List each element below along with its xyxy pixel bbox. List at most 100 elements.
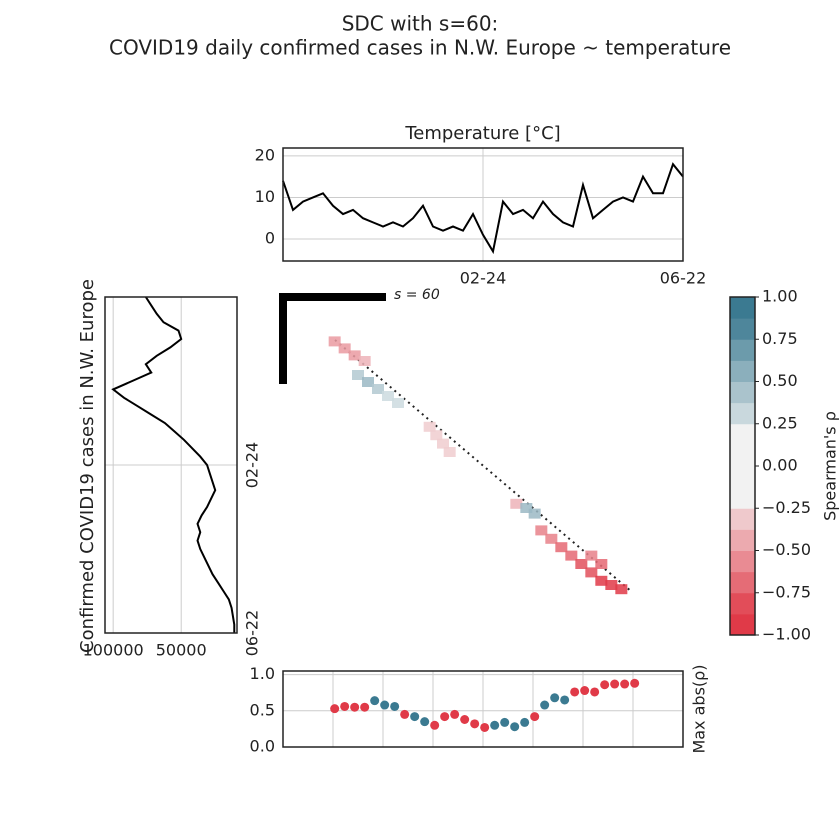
colorbar-segment — [730, 466, 755, 488]
axes-frame — [282, 670, 684, 748]
point — [550, 693, 560, 703]
point — [380, 700, 390, 710]
heatmap-cell — [615, 584, 628, 595]
heatmap-cell — [372, 384, 384, 394]
point — [500, 717, 510, 727]
y-tick-label: 02-24 — [243, 442, 262, 489]
colorbar-frame — [729, 296, 756, 636]
point — [340, 701, 350, 711]
heatmap-cell — [565, 550, 578, 561]
point — [390, 701, 400, 711]
point — [400, 709, 410, 719]
colorbar-segment — [730, 508, 755, 530]
point — [540, 700, 550, 710]
colorbar-tick-label: 0.00 — [762, 456, 798, 475]
x-tick-label: 02-24 — [460, 269, 507, 288]
y-axis-label: Confirmed COVID19 cases in N.W. Europe — [77, 279, 98, 653]
colorbar-segment — [730, 613, 755, 636]
heatmap-cell — [443, 447, 456, 457]
annotation: s = 60 — [394, 287, 440, 303]
axes-frame — [104, 296, 238, 634]
point — [410, 712, 420, 722]
point — [490, 720, 500, 730]
point — [580, 686, 590, 696]
colorbar-segment — [730, 529, 755, 551]
colorbar-tick-label: 0.50 — [762, 371, 798, 390]
colorbar-tick-label: −1.00 — [762, 625, 811, 644]
colorbar-segment — [730, 318, 755, 340]
colorbar-segment — [730, 360, 755, 382]
heatmap-cell — [555, 542, 568, 553]
heatmap-cell — [535, 525, 548, 536]
axes-frame — [282, 147, 684, 262]
heatmap-cell — [585, 567, 598, 578]
colorbar-label: Spearman's ρ — [821, 411, 840, 521]
y-tick-label: 20 — [255, 145, 275, 164]
point — [590, 687, 600, 697]
heatmap-cell — [605, 580, 618, 590]
heatmap-cell — [328, 336, 341, 347]
y-axis-label: Max abs(ρ) — [690, 664, 709, 753]
diagonal — [334, 339, 633, 593]
heatmap-cell — [338, 343, 351, 354]
heatmap-cell — [392, 398, 404, 408]
line — [111, 296, 236, 633]
heatmap-cell — [430, 430, 443, 441]
colorbar-tick-label: −0.25 — [762, 498, 811, 517]
x-tick-label: 50000 — [156, 641, 207, 660]
point — [610, 679, 620, 689]
y-tick-label: 0.5 — [250, 700, 275, 719]
heatmap-cell — [595, 559, 608, 569]
heatmap-cell — [510, 498, 523, 509]
point — [460, 714, 470, 724]
colorbar-segment — [730, 550, 755, 573]
heatmap-cell — [362, 377, 374, 387]
panel-title: Temperature [°C] — [404, 123, 560, 144]
colorbar-segment — [730, 339, 755, 361]
point — [620, 679, 630, 689]
heatmap-cell — [528, 508, 541, 519]
heatmap-cell — [423, 421, 436, 432]
colorbar-segment — [730, 297, 755, 319]
point — [530, 712, 540, 722]
point — [420, 717, 430, 727]
heatmap-cell — [437, 438, 449, 449]
colorbar-segment — [730, 444, 755, 467]
heatmap-cell — [520, 503, 533, 513]
title-line: COVID19 daily confirmed cases in N.W. Eu… — [109, 36, 731, 60]
y-tick-label: 1.0 — [250, 664, 275, 683]
heatmap-cell — [545, 533, 558, 544]
point — [360, 702, 370, 712]
colorbar-segment — [730, 402, 755, 425]
colorbar-segment — [730, 487, 755, 509]
point — [510, 722, 520, 732]
y-tick-label: 06-22 — [243, 610, 262, 657]
colorbar-segment — [730, 423, 755, 446]
heatmap-cell — [358, 356, 371, 366]
colorbar-tick-label: −0.75 — [762, 582, 811, 601]
heatmap-cell — [382, 391, 394, 401]
point — [470, 719, 480, 729]
point — [350, 702, 360, 712]
colorbar-segment — [730, 381, 755, 404]
point — [440, 712, 450, 722]
line — [282, 162, 684, 255]
heatmap-cell — [595, 575, 608, 586]
title-line: SDC with s=60: — [342, 12, 499, 36]
point — [430, 720, 440, 730]
point — [570, 687, 580, 697]
point — [370, 696, 380, 706]
colorbar-tick-label: −0.50 — [762, 540, 811, 559]
colorbar-tick-label: 1.00 — [762, 287, 798, 306]
point — [480, 722, 490, 732]
point — [450, 709, 460, 719]
colorbar-segment — [730, 592, 755, 615]
point — [600, 680, 610, 690]
colorbar-segment — [730, 571, 755, 594]
y-tick-label: 0 — [265, 228, 275, 247]
point — [630, 678, 640, 688]
x-tick-label: 100000 — [83, 641, 144, 660]
heatmap-cell — [575, 559, 588, 569]
colorbar-tick-label: 0.25 — [762, 413, 798, 432]
